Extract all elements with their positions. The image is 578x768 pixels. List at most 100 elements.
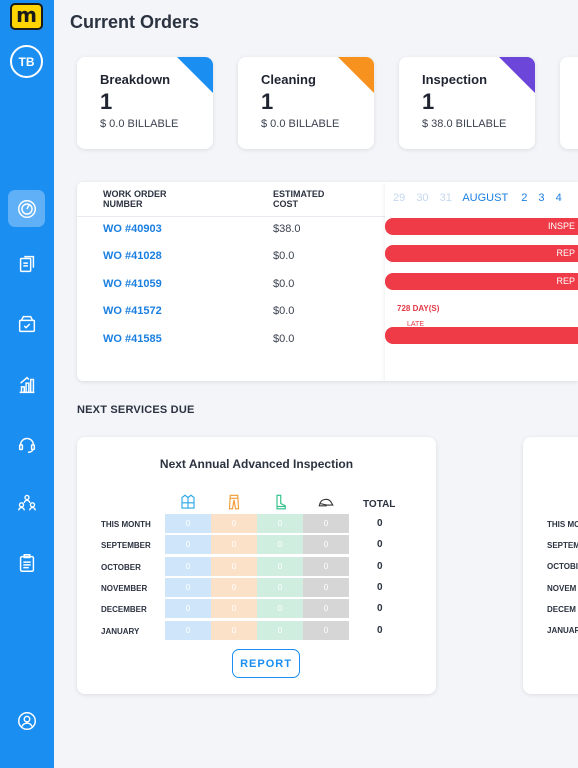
jacket-icon: [181, 494, 195, 509]
row-label: OCTOBI: [547, 562, 578, 571]
timeline-bar[interactable]: REP: [385, 245, 578, 262]
work-order-link[interactable]: WO #41585: [103, 333, 162, 345]
grid-cell: 0: [165, 535, 211, 556]
estimated-cost: $0.0: [273, 278, 295, 290]
inventory-box-icon: [18, 315, 35, 332]
work-order-icon: [19, 255, 34, 272]
row-total: 0: [377, 624, 383, 636]
card-count: 1: [261, 89, 274, 114]
card-billable: $ 38.0 BILLABLE: [422, 118, 507, 130]
estimated-cost: $38.0: [273, 223, 301, 235]
grid-cell: 0: [257, 535, 303, 556]
table-row: WO #40903 $38.0: [77, 223, 385, 243]
grid-cell: 0: [165, 556, 211, 577]
work-order-link[interactable]: WO #41059: [103, 278, 162, 290]
table-row: WO #41585 $0.0: [77, 333, 385, 353]
profile-icon: [17, 711, 36, 730]
column-icon: [303, 493, 349, 511]
grid-cell: 0: [257, 514, 303, 534]
row-total: 0: [377, 603, 383, 615]
nav-checklist[interactable]: [8, 544, 45, 581]
card-title: Breakdown: [100, 72, 171, 87]
nav-users[interactable]: [8, 484, 45, 521]
card-inspection[interactable]: Inspection 1 $ 38.0 BILLABLE: [399, 57, 535, 149]
card-breakdown[interactable]: Breakdown 1 $ 0.0 BILLABLE: [77, 57, 213, 149]
sidebar: m TB: [0, 0, 54, 768]
users-group-icon: [17, 494, 36, 510]
row-label: OCTOBER: [101, 562, 141, 572]
grid-cell: 0: [165, 577, 211, 598]
service-card-title: Next Annual Advanced Inspection: [159, 457, 354, 471]
grid-cell: 0: [211, 577, 257, 598]
grid-cell: 0: [165, 620, 211, 641]
work-order-link[interactable]: WO #40903: [103, 223, 162, 235]
checklist-icon: [19, 553, 34, 572]
row-total: 0: [377, 560, 383, 572]
card-cleaning[interactable]: Cleaning 1 $ 0.0 BILLABLE: [238, 57, 374, 149]
timeline-date-header: 29 30 31 AUGUST 2 3 4: [393, 192, 570, 204]
card-corner-accent: [338, 57, 374, 93]
timeline-month: AUGUST: [462, 192, 509, 204]
helmet-icon: [318, 498, 334, 507]
total-column-header: TOTAL: [363, 499, 396, 510]
support-headset-icon: [18, 437, 35, 453]
nav-inventory[interactable]: [8, 305, 45, 342]
card-count: 1: [100, 89, 113, 114]
grid-cell: 0: [211, 556, 257, 577]
timeline-date[interactable]: 31: [439, 192, 452, 204]
card-count: 1: [422, 89, 435, 114]
speedometer-icon: [17, 199, 36, 218]
header-line: NUMBER: [103, 199, 143, 209]
card-corner-accent: [499, 57, 535, 93]
timeline-date[interactable]: 2: [521, 192, 528, 204]
next-services-card: Next Annual Advanced Inspection TOTAL TH…: [77, 437, 436, 694]
report-button[interactable]: REPORT: [232, 649, 300, 678]
timeline-date[interactable]: 30: [416, 192, 429, 204]
grid-cell: 0: [303, 599, 349, 620]
grid-cell: 0: [165, 599, 211, 620]
row-label: SEPTEMBER: [101, 541, 151, 551]
table-row: WO #41028 $0.0: [77, 250, 385, 270]
card-title: Cleaning: [261, 72, 316, 87]
timeline-bar[interactable]: [385, 327, 578, 344]
header-line: COST: [273, 199, 299, 209]
column-icon: [257, 493, 303, 511]
timeline-bar[interactable]: REP: [385, 273, 578, 290]
card-partial[interactable]: [560, 57, 578, 149]
timeline-date[interactable]: 29: [393, 192, 406, 204]
nav-dashboard[interactable]: [8, 190, 45, 227]
grid-cell: 0: [211, 620, 257, 641]
section-title-next-services: NEXT SERVICES DUE: [77, 404, 195, 416]
user-avatar[interactable]: TB: [10, 45, 43, 78]
app-logo[interactable]: m: [10, 3, 43, 30]
nav-profile[interactable]: [8, 702, 45, 739]
boot-icon: [276, 494, 286, 510]
table-row: WO #41572 $0.0: [77, 305, 385, 325]
work-order-link[interactable]: WO #41572: [103, 305, 162, 317]
nav-analytics[interactable]: [8, 366, 45, 403]
nav-work-orders[interactable]: [8, 245, 45, 282]
column-icon: [165, 493, 211, 511]
grid-cell: 0: [303, 535, 349, 556]
timeline-date[interactable]: 3: [538, 192, 545, 204]
grid-cell: 0: [303, 514, 349, 534]
row-label: SEPTEM: [547, 541, 578, 550]
header-line: ESTIMATED: [273, 189, 325, 199]
estimated-cost: $0.0: [273, 333, 295, 345]
nav-support[interactable]: [8, 425, 45, 462]
timeline-date[interactable]: 4: [555, 192, 562, 204]
row-label: JANUARY: [101, 626, 140, 636]
column-header-estimated-cost: ESTIMATED COST: [273, 189, 324, 209]
late-label: LATE: [407, 321, 424, 328]
grid-cell: 0: [303, 577, 349, 598]
grid-cell: 0: [211, 514, 257, 534]
orders-timeline[interactable]: 29 30 31 AUGUST 2 3 4 INSPE REP REP 728 …: [385, 182, 578, 381]
card-corner-accent: [177, 57, 213, 93]
row-label: NOVEMBER: [101, 583, 148, 593]
timeline-bar[interactable]: INSPE: [385, 218, 578, 235]
column-icon: [211, 493, 257, 511]
card-billable: $ 0.0 BILLABLE: [100, 118, 179, 130]
work-order-link[interactable]: WO #41028: [103, 250, 162, 262]
logo-letter: m: [16, 3, 37, 27]
row-total: 0: [377, 518, 383, 529]
